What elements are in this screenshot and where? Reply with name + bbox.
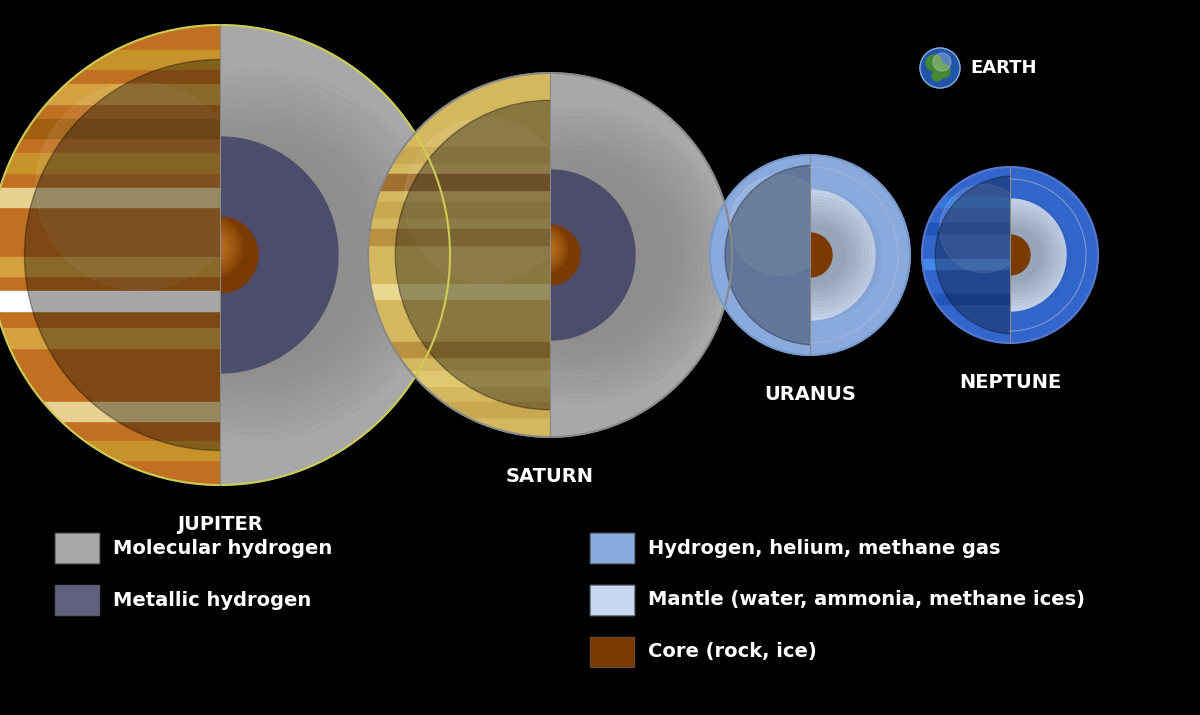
Circle shape [522, 227, 565, 270]
Circle shape [395, 100, 704, 410]
Bar [368, 342, 550, 358]
Bar [368, 147, 550, 162]
Bar [368, 229, 550, 245]
Circle shape [539, 245, 548, 254]
Bar [55, 533, 98, 563]
Bar [590, 637, 634, 667]
Circle shape [788, 233, 832, 277]
Bar [0, 257, 220, 276]
Bar [368, 284, 550, 299]
Text: Metallic hydrogen: Metallic hydrogen [113, 591, 311, 609]
Text: NEPTUNE: NEPTUNE [959, 373, 1061, 392]
Circle shape [725, 165, 905, 345]
Circle shape [934, 53, 952, 71]
Bar [0, 440, 220, 460]
Circle shape [532, 237, 556, 261]
Polygon shape [810, 167, 898, 343]
Circle shape [182, 217, 242, 278]
Polygon shape [1010, 179, 1086, 331]
Circle shape [185, 220, 240, 275]
Bar [368, 371, 550, 387]
Circle shape [182, 217, 258, 293]
Bar [0, 188, 220, 207]
Polygon shape [1010, 199, 1066, 311]
Circle shape [527, 232, 560, 266]
Bar [368, 120, 550, 135]
Text: Molecular hydrogen: Molecular hydrogen [113, 538, 332, 558]
Polygon shape [922, 167, 1010, 343]
Polygon shape [710, 155, 810, 355]
Bar [368, 202, 550, 217]
Polygon shape [220, 25, 450, 485]
Circle shape [936, 64, 950, 78]
Text: URANUS: URANUS [764, 385, 856, 404]
Bar [590, 585, 634, 615]
Bar [368, 174, 550, 190]
Polygon shape [810, 190, 875, 320]
Bar [590, 533, 634, 563]
Polygon shape [0, 25, 220, 485]
Polygon shape [550, 73, 732, 437]
Circle shape [920, 48, 960, 88]
Bar [922, 197, 1010, 207]
Polygon shape [810, 155, 910, 355]
Circle shape [520, 225, 580, 285]
Circle shape [188, 223, 236, 272]
Text: Mantle (water, ammonia, methane ices): Mantle (water, ammonia, methane ices) [648, 591, 1085, 609]
Bar [922, 223, 1010, 234]
Text: Core (rock, ice): Core (rock, ice) [648, 643, 817, 661]
Circle shape [534, 240, 553, 259]
Circle shape [36, 82, 242, 290]
Bar [55, 585, 98, 615]
Circle shape [932, 71, 942, 81]
Bar [0, 153, 220, 173]
Text: SATURN: SATURN [506, 467, 594, 486]
Circle shape [730, 175, 830, 275]
Circle shape [194, 230, 230, 266]
Circle shape [520, 225, 568, 273]
Polygon shape [1010, 167, 1098, 343]
Bar [0, 328, 220, 347]
Bar [368, 312, 550, 328]
Circle shape [935, 176, 1093, 334]
Bar [0, 291, 220, 311]
Polygon shape [220, 137, 338, 373]
Bar [0, 402, 220, 421]
Bar [922, 294, 1010, 305]
Circle shape [24, 59, 415, 450]
Bar [590, 533, 634, 563]
Text: EARTH: EARTH [970, 59, 1037, 77]
Bar [55, 533, 98, 563]
Text: Hydrogen, helium, methane gas: Hydrogen, helium, methane gas [648, 538, 1001, 558]
Polygon shape [550, 170, 635, 340]
Bar [590, 585, 634, 615]
Bar [368, 402, 550, 418]
Bar [55, 585, 98, 615]
Circle shape [191, 226, 234, 269]
Circle shape [203, 238, 222, 257]
Bar [0, 84, 220, 104]
Bar [368, 257, 550, 272]
Circle shape [200, 235, 224, 260]
Bar [0, 119, 220, 138]
Circle shape [206, 242, 218, 254]
Circle shape [404, 119, 569, 282]
Circle shape [529, 235, 558, 263]
Bar [590, 637, 634, 667]
Bar [0, 222, 220, 242]
Text: JUPITER: JUPITER [178, 515, 263, 534]
Bar [0, 50, 220, 69]
Circle shape [990, 235, 1030, 275]
Circle shape [541, 247, 546, 252]
Bar [922, 259, 1010, 269]
Circle shape [940, 184, 1027, 272]
Polygon shape [368, 73, 550, 437]
Circle shape [209, 245, 216, 250]
Circle shape [524, 230, 563, 268]
Bar [0, 365, 220, 385]
Circle shape [536, 242, 551, 256]
Circle shape [926, 55, 942, 71]
Circle shape [197, 232, 228, 262]
